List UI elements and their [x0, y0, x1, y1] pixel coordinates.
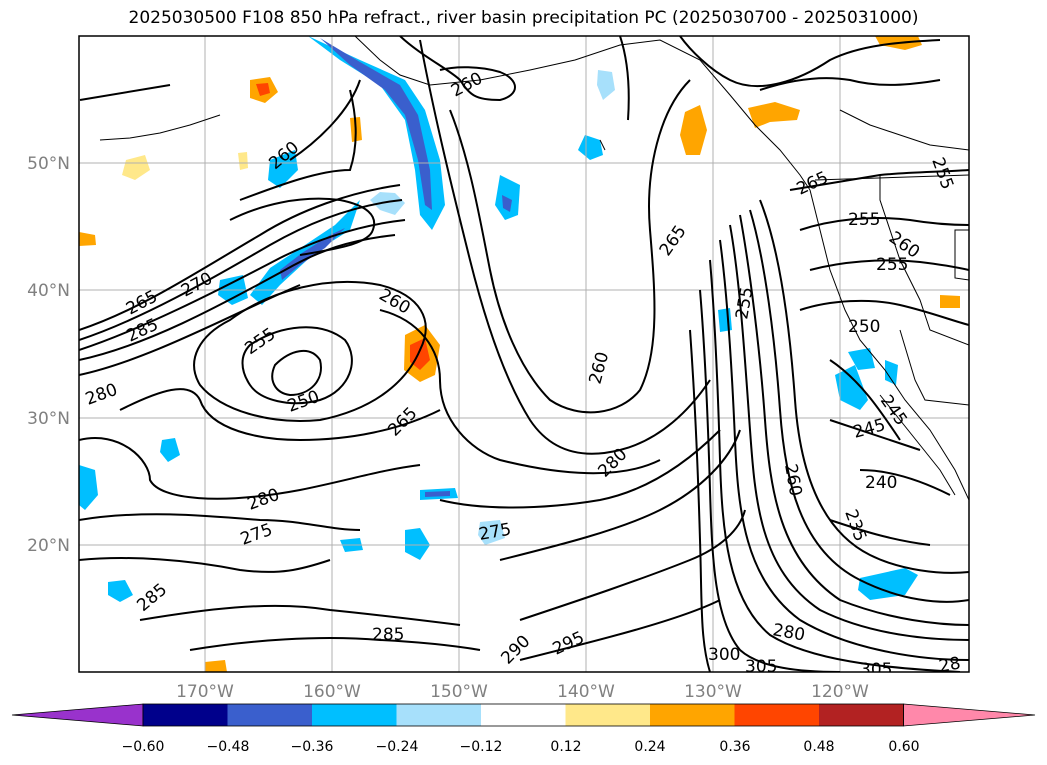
contour-label: 255 — [876, 255, 908, 275]
contour-label: 28 — [937, 653, 962, 676]
colorbar-segment — [312, 704, 397, 726]
contour-label: 255 — [848, 210, 880, 230]
colorbar-tick-label: −0.48 — [207, 739, 250, 755]
colorbar-segment — [143, 704, 228, 726]
lon-label-120w: 120°W — [811, 682, 869, 702]
contour-label: 285 — [372, 625, 404, 645]
colorbar-tick-label: −0.60 — [122, 739, 165, 755]
colorbar-segment — [650, 704, 735, 726]
coastlines — [99, 36, 969, 501]
refractivity-contours — [79, 36, 969, 672]
plot-frame — [78, 35, 970, 673]
colorbar-segment — [481, 704, 566, 726]
contour-label: 300 — [708, 645, 740, 665]
colorbar-frame — [142, 703, 904, 727]
colorbar-segment — [227, 704, 312, 726]
colorbar-segment — [734, 704, 819, 726]
lon-label-170w: 170°W — [176, 682, 234, 702]
contour-label: 240 — [865, 473, 897, 493]
colorbar: −0.60 −0.48 −0.36 −0.24 −0.12 0.12 0.24 … — [11, 703, 1036, 755]
colorbar-segment — [396, 704, 481, 726]
colorbar-tick-label: −0.36 — [291, 739, 334, 755]
colorbar-tick-label: −0.24 — [376, 739, 419, 755]
contour-label: 305 — [745, 657, 777, 677]
colorbar-tick-label: 0.24 — [634, 739, 665, 755]
lon-label-150w: 150°W — [430, 682, 488, 702]
colorbar-tick-label: 0.12 — [550, 739, 581, 755]
map-title: 2025030500 F108 850 hPa refract., river … — [128, 8, 919, 28]
colorbar-extend-high — [903, 703, 1036, 727]
colorbar-tick-label: 0.36 — [719, 739, 750, 755]
lat-label-40n: 40°N — [27, 281, 70, 301]
precipitation-shading — [79, 36, 960, 672]
colorbar-tick-label: 0.48 — [803, 739, 834, 755]
colorbar-tick-label: −0.12 — [460, 739, 503, 755]
lat-label-20n: 20°N — [27, 536, 70, 556]
contour-label: 305 — [860, 660, 892, 680]
colorbar-tick-label: 0.60 — [888, 739, 919, 755]
lat-label-50n: 50°N — [27, 154, 70, 174]
lon-label-140w: 140°W — [557, 682, 615, 702]
graticule — [79, 36, 969, 672]
colorbar-segment — [819, 704, 904, 726]
contour-label: 250 — [848, 317, 880, 337]
lat-label-30n: 30°N — [27, 409, 70, 429]
colorbar-tick-labels: −0.60 −0.48 −0.36 −0.24 −0.12 0.12 0.24 … — [122, 739, 920, 755]
colorbar-segment — [565, 704, 650, 726]
colorbar-extend-low — [11, 703, 144, 727]
map-plot-area — [79, 36, 969, 672]
latitude-labels: 50°N 40°N 30°N 20°N — [27, 154, 70, 556]
lon-label-160w: 160°W — [303, 682, 361, 702]
longitude-labels: 170°W 160°W 150°W 140°W 130°W 120°W — [176, 682, 869, 702]
colorbar-segments — [11, 703, 1036, 727]
lon-label-130w: 130°W — [684, 682, 742, 702]
